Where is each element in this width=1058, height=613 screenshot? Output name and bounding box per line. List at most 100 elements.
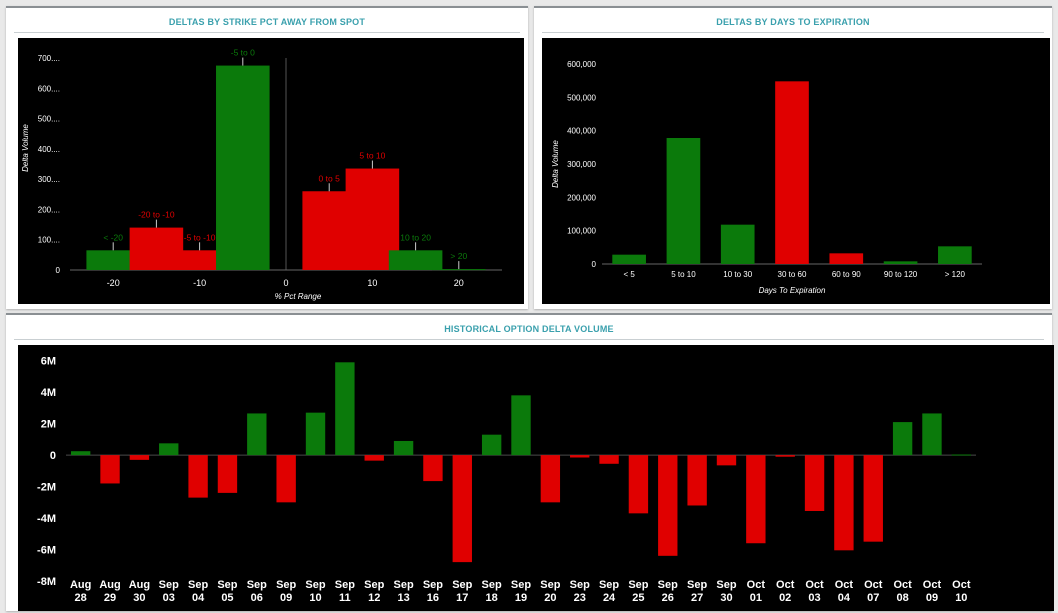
x-tick-label-month: Oct (923, 579, 942, 591)
x-axis-label: Days To Expiration (759, 286, 826, 295)
x-tick-label: 10 to 30 (723, 270, 752, 279)
y-tick-label: 6M (41, 356, 56, 368)
y-tick-label: 600,000 (567, 60, 596, 69)
x-tick-label-month: Sep (658, 579, 678, 591)
x-tick-label-day: 06 (251, 592, 263, 604)
x-tick-label-month: Sep (482, 579, 502, 591)
strike-panel: DELTAS BY STRIKE PCT AWAY FROM SPOT 0 100… (6, 6, 528, 309)
x-tick-label-day: 11 (339, 592, 351, 604)
x-tick-label-day: 03 (808, 592, 820, 604)
x-tick-label-month: Oct (805, 579, 824, 591)
bar (687, 455, 707, 506)
y-tick-label: -6M (37, 545, 56, 557)
history-plot: -8M -6M -4M -2M 0 2M 4M 6M Aug 28 Aug 29 Aug 30 Sep 03 S… (18, 345, 1054, 611)
bar (159, 443, 179, 456)
x-tick-label-day: 29 (104, 592, 116, 604)
bar (423, 455, 443, 482)
x-tick-label-month: Sep (393, 579, 413, 591)
expiry-panel-title: DELTAS BY DAYS TO EXPIRATION (542, 17, 1044, 33)
y-tick-label: -2M (37, 482, 56, 494)
x-tick-label: -10 (193, 278, 206, 288)
x-tick-label-day: 10 (309, 592, 321, 604)
bar (86, 250, 140, 270)
y-tick-label: 500.... (38, 115, 60, 124)
bar (100, 455, 120, 484)
y-tick-label: 2M (41, 419, 56, 431)
y-tick-label: 200,000 (567, 193, 596, 202)
x-tick-label-month: Oct (747, 579, 766, 591)
bar (775, 81, 809, 264)
y-tick-label: 300,000 (567, 160, 596, 169)
x-tick-label-month: Sep (570, 579, 590, 591)
bar-label: -20 to -10 (138, 210, 175, 220)
x-tick-label-day: 17 (456, 592, 468, 604)
x-tick-label-day: 09 (926, 592, 938, 604)
bar (938, 246, 972, 264)
y-tick-label: 4M (41, 387, 56, 399)
y-tick-label: 200.... (38, 205, 60, 214)
x-tick-label-month: Sep (452, 579, 472, 591)
y-tick-label: 700.... (38, 54, 60, 63)
x-tick-label-month: Aug (70, 579, 91, 591)
bar (951, 454, 972, 456)
x-tick-label: 0 (283, 278, 288, 288)
y-tick-label: -8M (37, 576, 56, 588)
bar (432, 269, 486, 271)
y-tick-label: 300.... (38, 175, 60, 184)
x-tick-label-month: Sep (364, 579, 384, 591)
bar-label: < -20 (103, 232, 123, 242)
bar-label: 10 to 20 (400, 232, 431, 242)
x-tick-label: 30 to 60 (778, 270, 807, 279)
bar (276, 455, 296, 503)
y-axis-label: Delta Volume (21, 124, 30, 172)
x-tick-label: 5 to 10 (671, 270, 696, 279)
bar-label: 5 to 10 (359, 151, 385, 161)
bar (863, 455, 883, 542)
bar-label: -5 to -10 (184, 232, 216, 242)
x-tick-label-day: 28 (75, 592, 87, 604)
expiry-chart: 0 100,000 200,000 300,000 400,000 500,000 600,… (551, 60, 982, 295)
y-tick-label: 600.... (38, 84, 60, 93)
x-tick-label-month: Sep (159, 579, 179, 591)
bar (628, 455, 649, 514)
x-tick-label: -20 (107, 278, 120, 288)
bar-label: > 20 (450, 251, 467, 261)
x-tick-label-month: Sep (305, 579, 325, 591)
x-tick-label-month: Oct (893, 579, 912, 591)
x-tick-label-month: Aug (99, 579, 120, 591)
bar (540, 455, 561, 503)
history-chart: -8M-6M-4M-2M02M4M6MAug28Aug29Aug30Sep03S… (37, 356, 976, 604)
x-tick-label-day: 03 (163, 592, 175, 604)
x-tick-label-day: 27 (691, 592, 703, 604)
bar (511, 395, 531, 456)
x-tick-label-month: Sep (599, 579, 619, 591)
y-tick-label: 0 (592, 260, 597, 269)
y-axis-label: Delta Volume (551, 140, 560, 188)
x-tick-label-month: Oct (835, 579, 854, 591)
x-tick-label-day: 20 (544, 592, 556, 604)
x-tick-label-month: Sep (511, 579, 531, 591)
bar (481, 434, 502, 456)
bar (217, 455, 238, 493)
bar (172, 250, 227, 270)
bar (388, 250, 443, 270)
strike-plot: 0 100.... 200.... 300.... 400.... 500.... 600.… (18, 38, 524, 304)
history-panel: HISTORICAL OPTION DELTA VOLUME -8M -6M -4M… (6, 313, 1054, 611)
bar (188, 455, 208, 498)
x-tick-label-day: 09 (280, 592, 292, 604)
bar (829, 253, 864, 264)
x-tick-label: 10 (367, 278, 377, 288)
x-tick-label-month: Sep (687, 579, 707, 591)
x-tick-label-month: Sep (716, 579, 736, 591)
bar (70, 451, 91, 456)
x-tick-label-day: 12 (368, 592, 380, 604)
x-tick-label: > 120 (945, 270, 966, 279)
expiry-plot: 0 100,000 200,000 300,000 400,000 500,000 600,… (542, 38, 1050, 304)
bar (364, 455, 384, 461)
bar (720, 224, 755, 264)
x-tick-label-day: 19 (515, 592, 527, 604)
bar-label: -5 to 0 (231, 48, 255, 58)
x-tick-label-day: 18 (486, 592, 498, 604)
y-tick-label: 100.... (38, 236, 60, 245)
history-panel-title: HISTORICAL OPTION DELTA VOLUME (14, 324, 1044, 340)
